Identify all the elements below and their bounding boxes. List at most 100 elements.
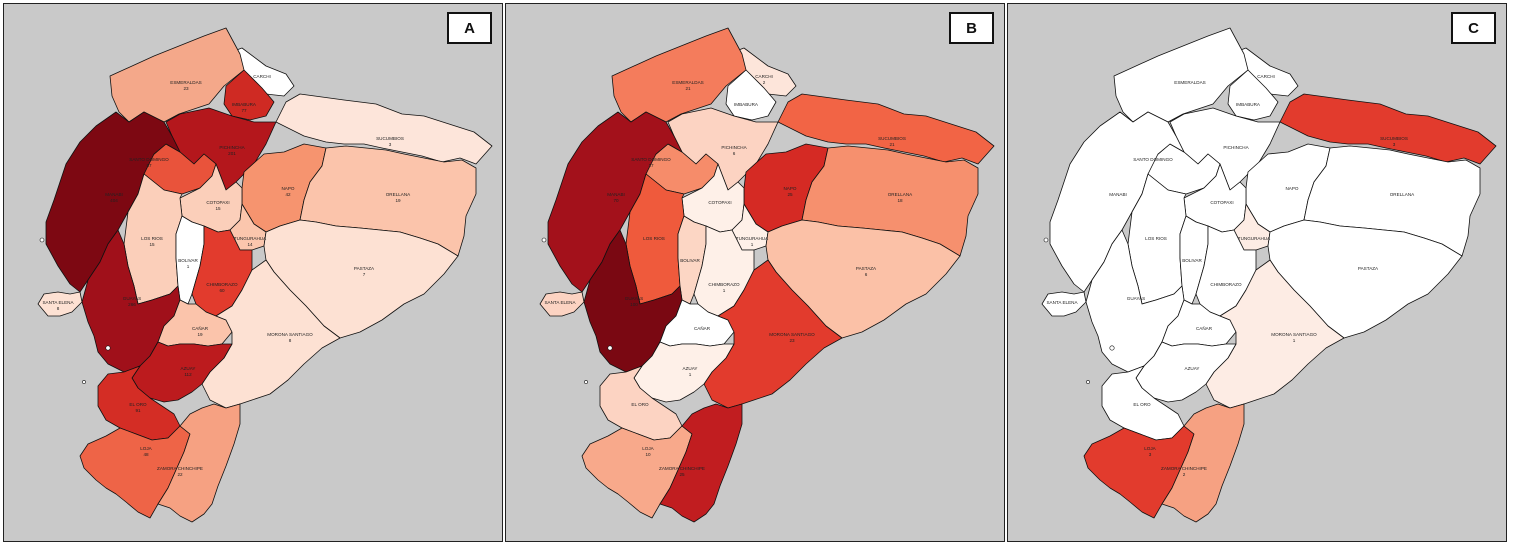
province-label: SUCUMBIOS <box>376 136 404 141</box>
province-label: TUNGURAHUA <box>736 236 769 241</box>
province-value: 1 <box>689 372 692 377</box>
island-shape <box>1086 380 1090 384</box>
province-value: 6 <box>865 272 868 277</box>
province-value: 42 <box>285 192 291 197</box>
province-zamora-chinchipe <box>1161 403 1245 523</box>
province-label: SANTA ELENA <box>42 300 74 305</box>
province-label: ZAMORA CHINCHIPE <box>1161 466 1207 471</box>
province-label: AZUAY <box>181 366 196 371</box>
province-label: NAPO <box>783 186 796 191</box>
province-label: EL ORO <box>129 402 147 407</box>
province-value: 3 <box>1149 452 1152 457</box>
province-label: SANTO DOMINGO <box>631 157 671 162</box>
province-label: MANABI <box>1109 192 1127 197</box>
province-zamora-chinchipe <box>659 403 743 523</box>
province-imbabura <box>1227 69 1279 121</box>
province-label: MORONA SANTIAGO <box>1271 332 1317 337</box>
province-label: ORELLANA <box>1390 192 1415 197</box>
province-label: NAPO <box>281 186 294 191</box>
province-label: PICHINCHA <box>219 145 245 150</box>
province-label: BOLIVAR <box>178 258 198 263</box>
province-label: COTOPAXI <box>206 200 229 205</box>
province-value: 1 <box>723 288 726 293</box>
province-guayas <box>583 229 683 373</box>
province-label: LOJA <box>140 446 152 451</box>
province-label: CHIMBORAZO <box>206 282 238 287</box>
province-label: PICHINCHA <box>1223 145 1249 150</box>
province-label: IMBABURA <box>734 102 759 107</box>
province-label: CHIMBORAZO <box>708 282 740 287</box>
province-value: 6 <box>733 151 736 156</box>
province-sucumbios <box>275 93 493 165</box>
province-value: 3 <box>389 142 392 147</box>
province-value: 1 <box>751 242 754 247</box>
province-value: 70 <box>613 198 619 203</box>
island-shape <box>39 237 45 243</box>
province-value: 18 <box>897 198 903 203</box>
ecuador-map: CARCHI2ESMERALDAS21IMBABURAPICHINCHA6SUC… <box>539 27 995 523</box>
province-label: EL ORO <box>631 402 649 407</box>
province-label: LOS RIOS <box>1145 236 1167 241</box>
province-label: ORELLANA <box>888 192 913 197</box>
map-panel-b: CARCHI 2 ESMERALDAS 21 IMBABURA PICHINCHA 6 SUC… <box>505 3 1005 542</box>
province-label: LOJA <box>1144 446 1156 451</box>
province-label: TUNGURAHUA <box>1238 236 1271 241</box>
province-label: GUAYAS <box>1127 296 1145 301</box>
province-esmeraldas <box>1113 27 1249 123</box>
province-value: 8 <box>57 306 60 311</box>
province-value: 2 <box>763 80 766 85</box>
ecuador-map: CARCHI ESMERALDAS IMBABURA PICHINCHA SUCUMBI… <box>1041 27 1497 523</box>
province-label: CAÑAR <box>192 325 209 331</box>
province-label: LOJA <box>642 446 654 451</box>
province-value: 22 <box>177 472 183 477</box>
province-value: 19 <box>197 332 203 337</box>
province-value: 100 <box>630 302 638 307</box>
province-label: SANTO DOMINGO <box>129 157 169 162</box>
province-value: 404 <box>110 198 118 203</box>
province-esmeraldas <box>109 27 245 123</box>
province-label: SUCUMBIOS <box>1380 136 1408 141</box>
province-sucumbios <box>777 93 995 165</box>
province-label: LOS RIOS <box>141 236 163 241</box>
province-value: 8 <box>289 338 292 343</box>
province-value: 266 <box>128 302 136 307</box>
province-label: NAPO <box>1285 186 1298 191</box>
province-label: AZUAY <box>683 366 698 371</box>
province-santa-elena <box>539 291 585 317</box>
province-value: 15 <box>215 206 221 211</box>
province-zamora-chinchipe <box>157 403 241 523</box>
province-value: 91 <box>135 408 141 413</box>
panel-letter-label: C <box>1451 12 1496 44</box>
province-label: IMBABURA <box>232 102 257 107</box>
province-label: GUAYAS <box>123 296 141 301</box>
province-label: ZAMORA CHINCHIPE <box>659 466 705 471</box>
province-label: TUNGURAHUA <box>234 236 267 241</box>
province-label: PASTAZA <box>1358 266 1379 271</box>
province-label: BOLIVAR <box>1182 258 1202 263</box>
province-value: 112 <box>184 372 192 377</box>
province-sucumbios <box>1279 93 1497 165</box>
province-label: SANTO DOMINGO <box>1133 157 1173 162</box>
province-label: GUAYAS <box>625 296 643 301</box>
province-imbabura <box>223 69 275 121</box>
province-value: 23 <box>183 86 189 91</box>
province-label: ESMERALDAS <box>672 80 703 85</box>
province-label: COTOPAXI <box>708 200 731 205</box>
island-shape <box>607 345 613 351</box>
province-santa-elena <box>37 291 83 317</box>
province-value: 201 <box>228 151 236 156</box>
province-label: CARCHI <box>755 74 773 79</box>
province-value: 60 <box>219 288 225 293</box>
province-value: 21 <box>889 142 895 147</box>
province-label: PASTAZA <box>354 266 375 271</box>
province-label: SANTA ELENA <box>1046 300 1078 305</box>
province-label: MORONA SANTIAGO <box>267 332 313 337</box>
province-label: IMBABURA <box>1236 102 1261 107</box>
province-value: 77 <box>241 108 247 113</box>
province-value: 7 <box>363 272 366 277</box>
province-guayas <box>81 229 181 373</box>
province-value: 15 <box>149 242 155 247</box>
province-label: SUCUMBIOS <box>878 136 906 141</box>
province-label: PICHINCHA <box>721 145 747 150</box>
province-label: ZAMORA CHINCHIPE <box>157 466 203 471</box>
